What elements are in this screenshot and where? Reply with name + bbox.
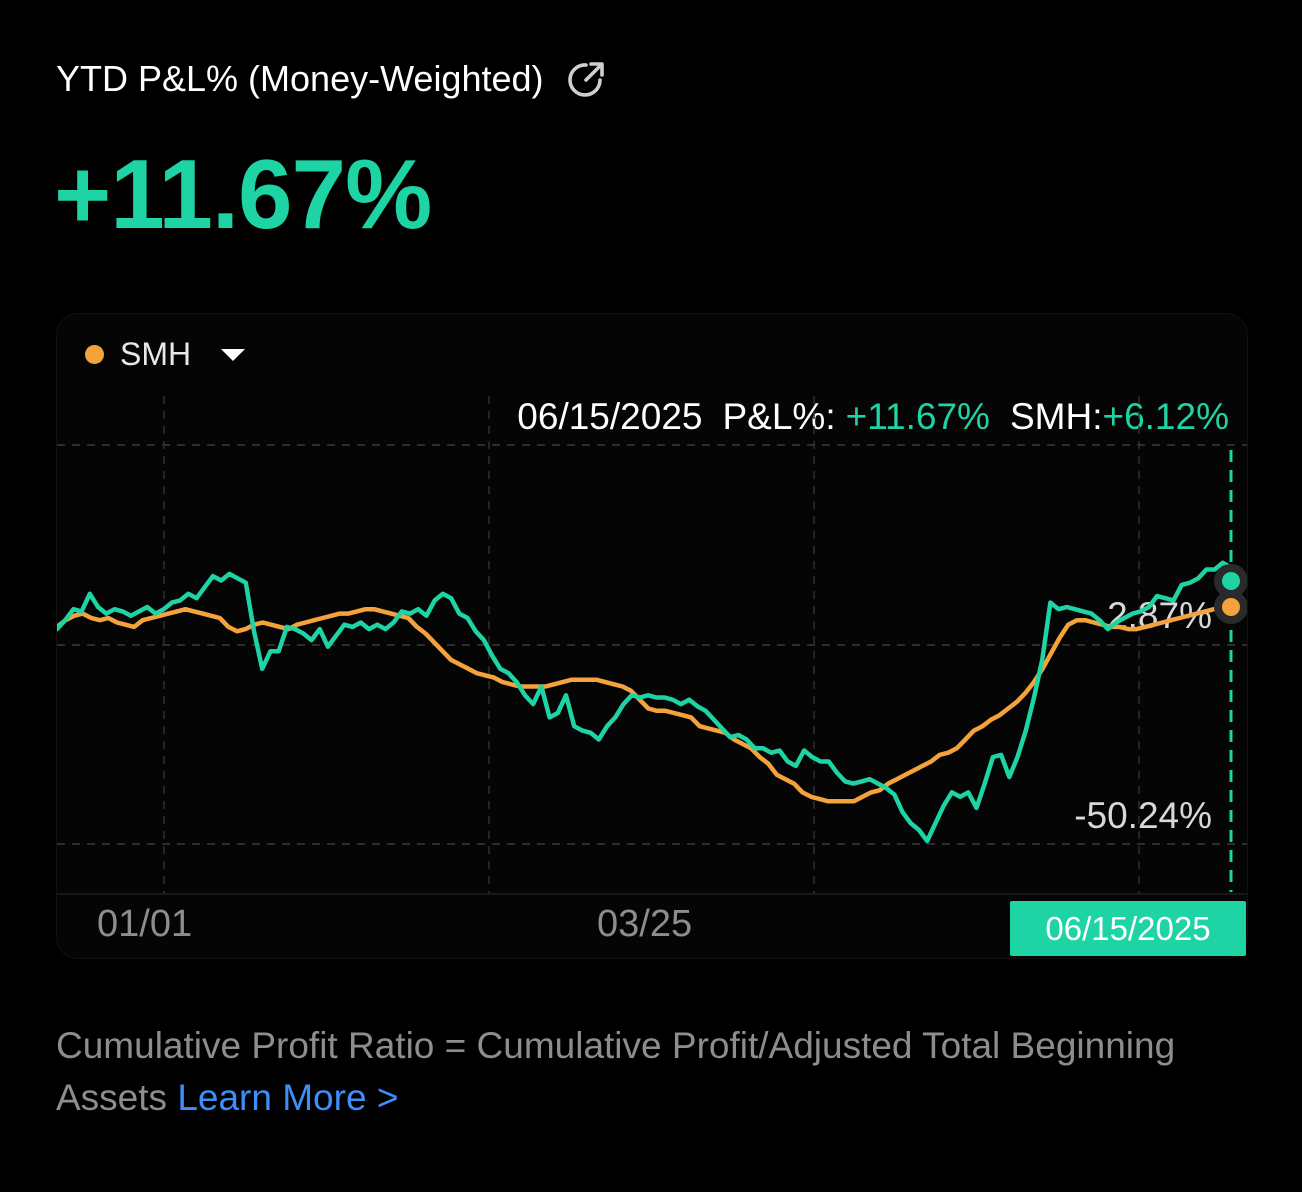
legend-label: SMH	[120, 336, 192, 372]
page-title: YTD P&L% (Money-Weighted)	[56, 58, 544, 99]
benchmark-selector[interactable]: SMH	[85, 336, 246, 373]
x-tick-label-0: 01/01	[97, 903, 193, 945]
caret-down-icon	[221, 348, 246, 361]
footnote-text: Cumulative Profit Ratio = Cumulative Pro…	[56, 1025, 1176, 1118]
chart-card: SMH 06/15/2025 P&L%: +11.67% SMH:+6.12% 2.8…	[56, 313, 1248, 959]
tooltip-date: 06/15/2025	[517, 396, 703, 437]
page-title-row: YTD P&L% (Money-Weighted)	[56, 58, 608, 100]
crosshair-tooltip: 06/15/2025 P&L%: +11.67% SMH:+6.12%	[517, 396, 1229, 438]
series-line-smh	[57, 604, 1234, 804]
series-line-pnl	[57, 560, 1234, 844]
learn-more-link[interactable]: Learn More >	[177, 1077, 399, 1118]
y-min-label: -50.24%	[1074, 795, 1212, 836]
smh-marker	[1222, 598, 1240, 616]
x-tick-label-1: 03/25	[597, 903, 693, 945]
legend-dot	[85, 345, 104, 364]
share-external-icon[interactable]	[566, 58, 608, 100]
tooltip-smh-label: SMH:	[1009, 396, 1103, 437]
footnote: Cumulative Profit Ratio = Cumulative Pro…	[56, 1020, 1236, 1124]
ytd-pnl-value: +11.67%	[54, 139, 432, 249]
tooltip-smh-value: +6.12%	[1102, 396, 1229, 437]
line-chart[interactable]: 2.87%-50.24%	[57, 314, 1247, 958]
pnl-marker	[1222, 572, 1240, 590]
selected-date-badge: 06/15/2025	[1010, 901, 1246, 956]
tooltip-pnl-label: P&L%:	[722, 396, 836, 437]
tooltip-pnl-value: +11.67%	[845, 396, 990, 437]
